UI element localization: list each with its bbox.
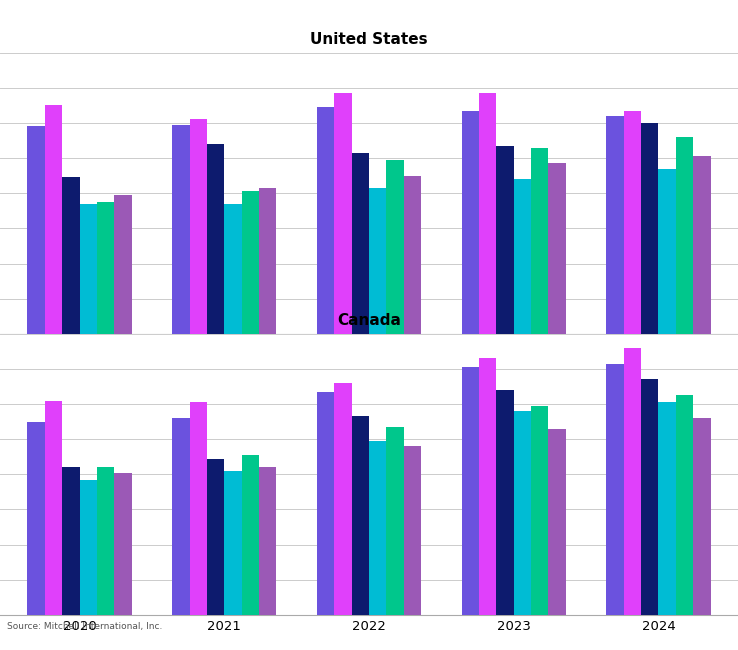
Bar: [190, 120, 207, 334]
Bar: [114, 473, 131, 615]
Bar: [80, 204, 97, 334]
Bar: [224, 471, 241, 615]
Bar: [259, 467, 277, 615]
Bar: [497, 390, 514, 615]
Bar: [658, 168, 676, 334]
Bar: [259, 188, 277, 334]
Bar: [624, 111, 641, 334]
Bar: [676, 137, 693, 334]
Bar: [97, 467, 114, 615]
Bar: [548, 428, 566, 615]
Bar: [693, 418, 711, 615]
Bar: [404, 446, 421, 615]
Bar: [334, 93, 351, 334]
Bar: [607, 116, 624, 334]
Bar: [548, 163, 566, 334]
Bar: [241, 455, 259, 615]
Bar: [317, 107, 334, 334]
Bar: [62, 177, 80, 334]
Bar: [172, 125, 190, 334]
Bar: [80, 480, 97, 615]
Bar: [658, 402, 676, 615]
Text: Average Repairable Severity: Average Repairable Severity: [212, 17, 526, 36]
Bar: [497, 146, 514, 334]
Text: Source: Mitchell International, Inc.: Source: Mitchell International, Inc.: [7, 622, 163, 631]
Title: Canada: Canada: [337, 313, 401, 328]
Bar: [641, 380, 658, 615]
Bar: [45, 105, 62, 334]
Bar: [27, 127, 45, 334]
Bar: [479, 358, 497, 615]
Bar: [531, 406, 548, 615]
Bar: [334, 383, 351, 615]
Bar: [224, 204, 241, 334]
Bar: [693, 157, 711, 334]
Bar: [207, 458, 224, 615]
Bar: [241, 192, 259, 334]
Bar: [676, 395, 693, 615]
Bar: [514, 179, 531, 334]
Bar: [624, 348, 641, 615]
Bar: [45, 400, 62, 615]
Bar: [479, 93, 497, 334]
Bar: [531, 148, 548, 334]
Bar: [404, 176, 421, 334]
Bar: [317, 392, 334, 615]
Bar: [461, 367, 479, 615]
Bar: [369, 188, 387, 334]
Bar: [62, 467, 80, 615]
Bar: [351, 417, 369, 615]
Bar: [351, 153, 369, 334]
Title: United States: United States: [310, 32, 428, 47]
Bar: [369, 441, 387, 615]
Bar: [461, 111, 479, 334]
Bar: [190, 402, 207, 615]
Bar: [172, 418, 190, 615]
Bar: [607, 363, 624, 615]
Bar: [207, 144, 224, 334]
Bar: [514, 411, 531, 615]
Bar: [114, 195, 131, 334]
Legend: All BEVs, Tesla Only BEVs, Non-Tesla BEVs, Mild Hybrids, Plug-In Hybrids, ICE: All BEVs, Tesla Only BEVs, Non-Tesla BEV…: [133, 375, 605, 393]
Bar: [97, 202, 114, 334]
Bar: [387, 427, 404, 615]
Bar: [641, 123, 658, 334]
Bar: [387, 160, 404, 334]
Bar: [27, 422, 45, 615]
